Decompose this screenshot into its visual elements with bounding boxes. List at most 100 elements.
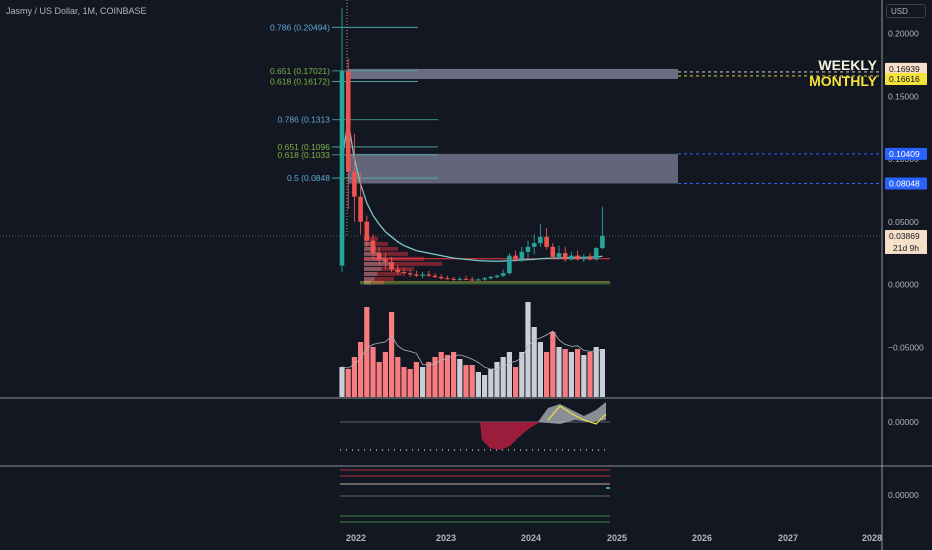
candle-10 — [401, 268, 407, 276]
candle-body — [364, 221, 370, 241]
profile-bar-6 — [364, 266, 414, 271]
fib-label-5: 0.618 (0.1033 — [278, 150, 331, 160]
symbol-title: Jasmy / US Dollar, 1M, COINBASE — [6, 6, 147, 16]
volume-bar-5 — [370, 347, 376, 397]
candle-body — [556, 253, 562, 257]
price-label-0: 0.16939 — [885, 62, 927, 75]
candle-32 — [538, 224, 543, 247]
annotation-weekly: WEEKLY — [818, 57, 877, 73]
profile-bar-light-1 — [364, 241, 373, 246]
time-tick-2027: 2027 — [778, 533, 798, 543]
candle-body — [500, 273, 506, 276]
volume-bar-7 — [382, 352, 388, 397]
countdown-box — [885, 241, 927, 254]
osc-signal-line — [547, 405, 607, 425]
candle-13 — [420, 271, 425, 279]
candle-body — [550, 246, 556, 257]
price-label-text: 0.10409 — [889, 149, 920, 159]
candle-18 — [451, 276, 456, 281]
volume-bar-13 — [420, 367, 426, 397]
candle-body — [507, 255, 512, 274]
candle-body — [488, 276, 494, 279]
candle-body — [407, 273, 413, 275]
candle-body — [358, 196, 363, 222]
volume-bar-16 — [438, 352, 444, 397]
volume-bar-39 — [581, 355, 587, 397]
candle-body — [451, 278, 456, 280]
profile-bar-3 — [364, 251, 408, 256]
volume-bar-15 — [432, 357, 438, 397]
profile-bar-light-7 — [364, 271, 378, 276]
candle-body — [544, 236, 549, 247]
fib-label-2: 0.618 (0.16172) — [270, 77, 330, 87]
zone-1 — [348, 153, 678, 184]
annotation-monthly: MONTHLY — [809, 73, 878, 89]
candle-14 — [426, 270, 432, 277]
candle-12 — [414, 270, 419, 277]
candle-body — [581, 256, 587, 260]
fib-label-3: 0.786 (0.1313 — [278, 115, 331, 125]
price-label-text: 0.16939 — [889, 64, 920, 74]
price-label-box — [885, 72, 927, 85]
price-label-text: 0.16616 — [889, 74, 920, 84]
price-tick-3: 0.05000 — [888, 217, 919, 227]
candles — [339, 8, 605, 281]
volume-bar-0 — [339, 367, 345, 397]
currency-selector[interactable]: USD — [886, 4, 926, 18]
candle-body — [531, 243, 537, 247]
candle-4 — [364, 215, 370, 247]
volume-bar-37 — [568, 352, 574, 397]
candle-41 — [593, 246, 599, 261]
candle-25 — [494, 274, 500, 279]
osc-negative-area — [480, 422, 540, 450]
candle-body — [389, 261, 394, 270]
profile-bar-light-3 — [364, 251, 380, 256]
volume-bar-14 — [426, 362, 432, 397]
fib-label-0: 0.786 (0.20494) — [270, 22, 330, 32]
profile-bar-9 — [364, 280, 384, 285]
candle-body — [414, 274, 419, 276]
volume-bar-11 — [407, 369, 413, 397]
price-tick-4: 0.00000 — [888, 280, 919, 290]
volume-bar-42 — [599, 349, 605, 397]
time-tick-2026: 2026 — [692, 533, 712, 543]
candle-body — [432, 275, 438, 277]
candle-body — [420, 274, 425, 276]
candle-body — [538, 236, 543, 244]
volume-bar-23 — [482, 375, 488, 397]
candle-body — [463, 278, 469, 280]
candle-0 — [339, 8, 345, 272]
volume-bar-33 — [544, 352, 550, 397]
candle-15 — [432, 273, 438, 279]
candle-7 — [383, 253, 388, 270]
volume-ma-line — [341, 330, 603, 370]
candle-body — [593, 248, 599, 260]
volume-bar-3 — [358, 342, 364, 397]
candle-38 — [575, 250, 580, 261]
indicator-pane — [340, 469, 610, 523]
price-label-box — [885, 62, 927, 75]
volume-bar-4 — [364, 307, 370, 397]
candle-body — [525, 246, 531, 252]
time-tick-2025: 2025 — [607, 533, 627, 543]
volume-bar-41 — [593, 347, 599, 397]
candle-28 — [513, 250, 518, 262]
profile-bar-light-5 — [364, 261, 392, 266]
profile-bar-light-9 — [364, 280, 371, 285]
candle-9 — [395, 264, 401, 275]
candle-29 — [519, 246, 525, 262]
candle-36 — [562, 246, 568, 262]
candle-11 — [407, 269, 413, 277]
volume-bar-40 — [587, 352, 593, 397]
zone-0 — [348, 68, 678, 79]
candle-body — [513, 255, 518, 260]
volume-bar-38 — [575, 349, 581, 397]
price-axis: 0.200000.150000.100000.050000.00000−0.05… — [809, 29, 927, 500]
profile-bar-5 — [364, 261, 442, 266]
candle-3 — [358, 171, 363, 235]
volume-bars — [339, 302, 605, 397]
candle-body — [339, 71, 345, 266]
candle-body — [395, 269, 401, 272]
volume-bar-34 — [550, 332, 556, 397]
